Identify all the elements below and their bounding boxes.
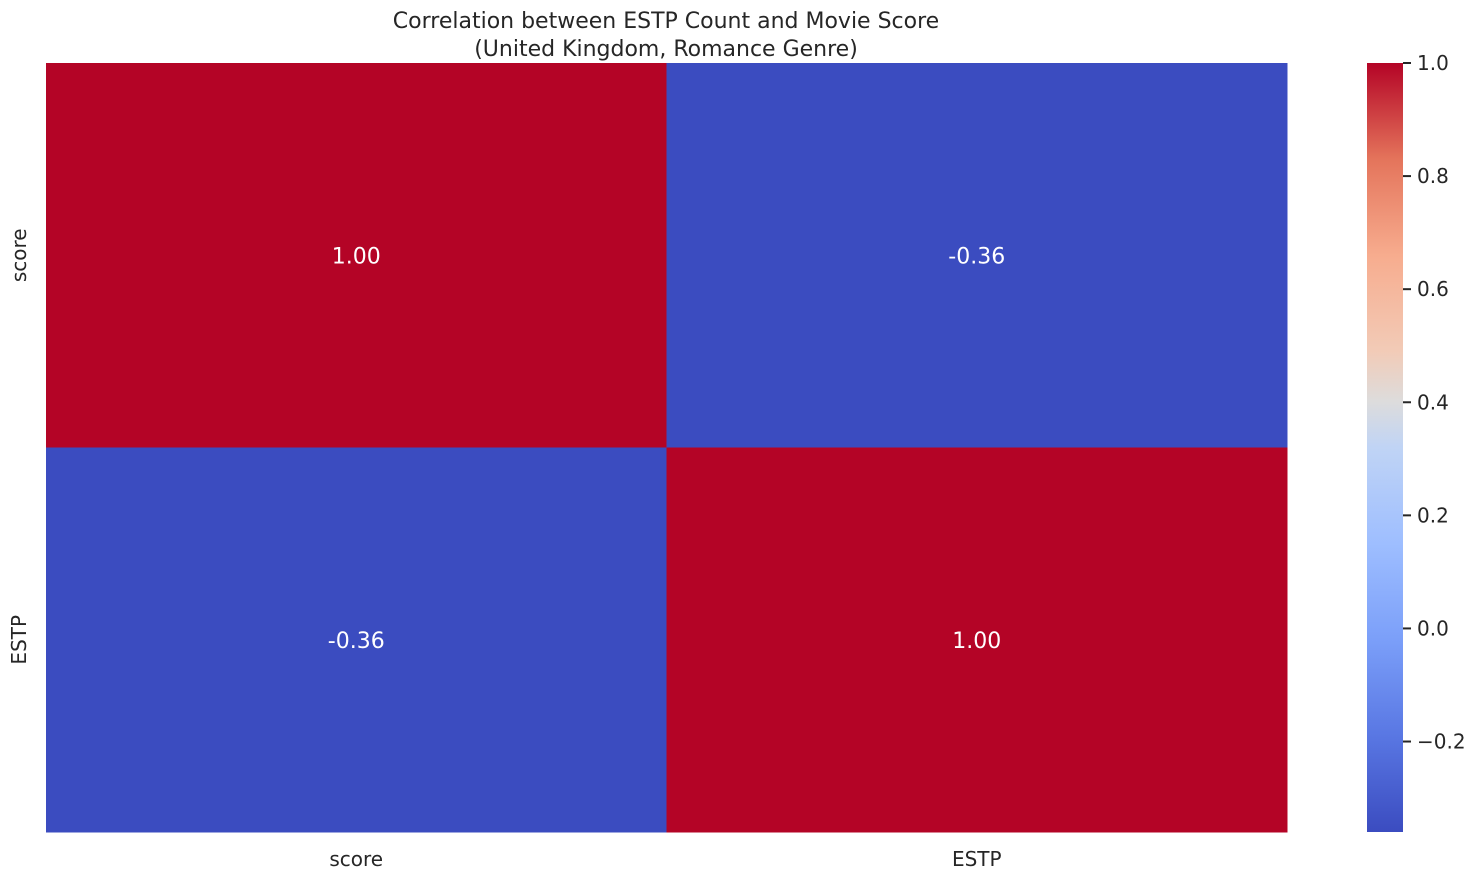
- colorbar-tick-label: 0.0: [1417, 616, 1449, 640]
- chart-title-line-1: Correlation between ESTP Count and Movie…: [393, 9, 939, 34]
- heatmap-cell-labels: 1.00 -0.36 -0.36 1.00: [328, 244, 1005, 654]
- colorbar-tick-label: 0.2: [1417, 503, 1449, 527]
- heatmap-cell-score-score: [46, 63, 667, 448]
- colorbar-tick-label: 1.0: [1417, 51, 1449, 75]
- x-axis-tick-labels: score ESTP: [329, 847, 1001, 871]
- heatmap-cell-estp-estp: [666, 447, 1288, 833]
- heatmap-cell-score-estp: [666, 63, 1288, 448]
- cell-value-label: 1.00: [332, 244, 381, 269]
- y-axis-tick-labels: score ESTP: [7, 228, 31, 664]
- x-tick-label: ESTP: [952, 847, 1002, 871]
- colorbar-tick-label: 0.8: [1417, 164, 1449, 188]
- heatmap-cells: [46, 63, 1288, 833]
- colorbar-tick-label: 0.4: [1417, 390, 1449, 414]
- cell-value-label: -0.36: [948, 244, 1005, 269]
- colorbar: [1367, 63, 1403, 832]
- chart-title-line-2: (United Kingdom, Romance Genre): [474, 37, 858, 62]
- colorbar-tick-label: −0.2: [1417, 730, 1466, 754]
- colorbar-tick-label: 0.6: [1417, 277, 1449, 301]
- cell-value-label: 1.00: [952, 629, 1001, 654]
- heatmap-cell-estp-score: [46, 447, 667, 833]
- y-tick-label: ESTP: [7, 615, 31, 665]
- cell-value-label: -0.36: [328, 629, 385, 654]
- x-tick-label: score: [329, 847, 383, 871]
- colorbar-ticks: −0.2 0.0 0.2 0.4 0.6 0.8 1.0: [1403, 51, 1466, 754]
- y-tick-label: score: [7, 228, 31, 282]
